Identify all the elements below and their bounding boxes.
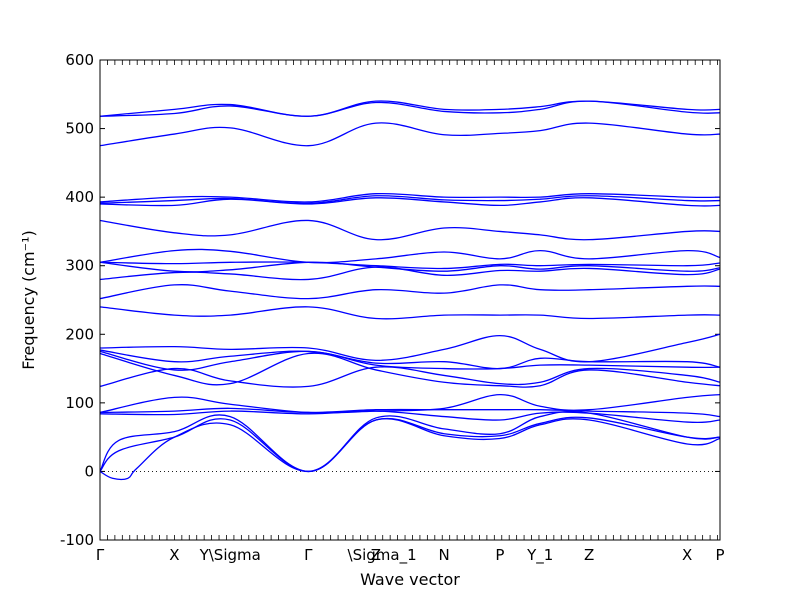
high-symmetry-label: Z <box>371 546 381 564</box>
y-axis: -100 0 100 200 300 400 500 600 <box>60 51 720 549</box>
phonon-branch-5 <box>99 195 721 204</box>
phonon-branch-22 <box>99 410 721 473</box>
phonon-branch-18 <box>99 352 721 388</box>
y-tick-label: 300 <box>65 257 94 275</box>
high-symmetry-label: X <box>682 546 692 564</box>
phonon-branch-1 <box>99 100 721 117</box>
phonon-branch-24 <box>99 418 721 481</box>
phonon-branch-19 <box>99 393 721 414</box>
phonon-branch-12 <box>99 284 721 300</box>
high-symmetry-label: Z <box>584 546 594 564</box>
phonon-branch-15 <box>99 349 721 370</box>
plot-series <box>99 100 721 481</box>
high-symmetry-label: X <box>169 546 179 564</box>
plot-frame <box>99 59 721 541</box>
y-tick-label: 500 <box>65 120 94 138</box>
phonon-branch-13 <box>99 306 721 320</box>
y-axis-label: Frequency (cm⁻¹) <box>19 230 38 369</box>
y-tick-label: 100 <box>65 394 94 412</box>
high-symmetry-label: P <box>715 546 724 564</box>
phonon-branch-11 <box>99 266 721 281</box>
phonon-branch-16 <box>99 350 721 371</box>
x-axis: Γ X Y\Sigma Γ Z\Sigma_1 N P Y_1 Z X P <box>96 60 725 565</box>
y-tick-label: 200 <box>65 325 94 343</box>
phonon-branch-10 <box>99 261 721 273</box>
phonon-branch-21 <box>99 410 721 423</box>
phonon-branch-7 <box>99 219 721 241</box>
high-symmetry-label: Γ <box>304 546 313 564</box>
phonon-branch-6 <box>99 197 721 207</box>
high-symmetry-label: Y_1 <box>526 546 553 565</box>
phonon-branch-9 <box>99 261 721 270</box>
y-tick-label: -100 <box>60 531 94 549</box>
y-tick-label: 600 <box>65 51 94 69</box>
phonon-branch-14 <box>99 333 721 363</box>
phonon-branch-17 <box>99 366 721 388</box>
y-tick-label: 400 <box>65 188 94 206</box>
phonon-branch-4 <box>99 192 721 203</box>
phonon-branch-23 <box>99 416 721 473</box>
x-axis-label: Wave vector <box>360 570 460 589</box>
phonon-branch-3 <box>99 122 721 147</box>
high-symmetry-label: P <box>495 546 504 564</box>
high-symmetry-label: N <box>438 546 449 564</box>
phonon-branch-2 <box>99 100 721 117</box>
high-symmetry-label: Y\Sigma <box>199 546 261 564</box>
high-symmetry-label: Γ <box>96 546 105 564</box>
phonon-branch-20 <box>99 407 721 418</box>
y-tick-label: 0 <box>84 462 94 480</box>
phonon-branch-8 <box>99 248 721 264</box>
high-symmetry-label: \Sigma_1 <box>348 546 417 565</box>
